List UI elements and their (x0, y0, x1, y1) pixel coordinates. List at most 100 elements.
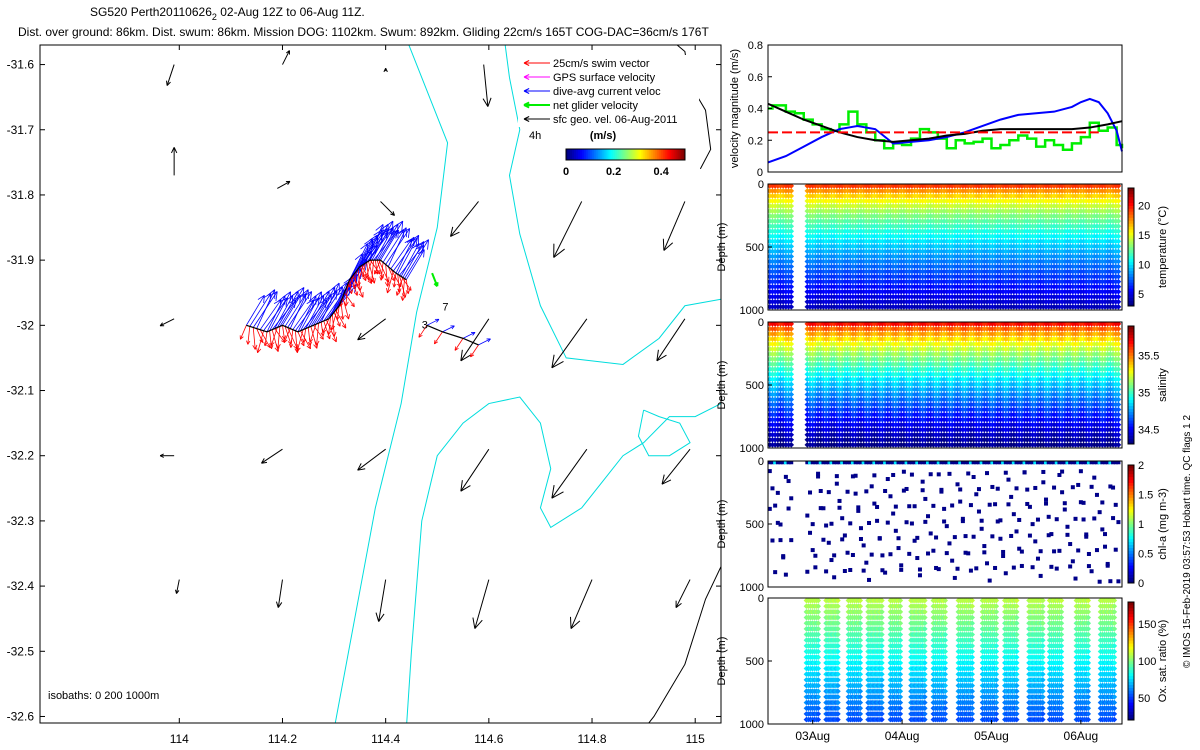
swim-arrow (343, 284, 349, 307)
dac-arrow (310, 287, 336, 327)
dac-arrow (307, 291, 330, 328)
colorbar-tick-label: 0.2 (606, 166, 621, 178)
y-tick-label: -31.7 (7, 123, 35, 137)
y-tick-label: -32.6 (7, 709, 35, 723)
geo-velocity-arrow (357, 448, 386, 471)
x-tick-label: 114.6 (474, 732, 503, 746)
colorbar-cell (631, 149, 634, 160)
x-tick-label: 114.2 (268, 732, 297, 746)
colorbar-cell (1128, 193, 1134, 198)
swim-arrow (454, 338, 464, 351)
temperature-sample (1115, 188, 1122, 194)
colorbar-cell (635, 149, 638, 160)
temperature-sample (788, 218, 795, 224)
colorbar-cell (1128, 300, 1134, 304)
colorbar-cell (667, 149, 670, 160)
swim-arrow (386, 270, 394, 294)
dac-arrow (387, 227, 407, 267)
temperature-sample (788, 263, 795, 270)
colorbar-cell (1128, 190, 1134, 195)
geo-velocity-arrow (275, 579, 283, 608)
swim-arrow (320, 322, 325, 337)
swim-arrow (302, 328, 307, 343)
colorbar-cell (1128, 267, 1134, 271)
swim-arrow (295, 329, 304, 352)
y-tick-label: 500 (746, 242, 764, 254)
colorbar-cell (625, 149, 628, 160)
dac-arrow (378, 220, 404, 261)
colorbar-cell (1128, 261, 1134, 265)
colorbar-cell (575, 149, 579, 160)
colorbar-cell (609, 149, 612, 160)
dac-arrow (397, 234, 420, 275)
swim-arrow (364, 260, 373, 279)
temperature-sample (788, 278, 795, 285)
depth-ylabel: Depth (m) (716, 223, 728, 272)
colorbar-tick-label: 0 (563, 166, 569, 178)
colorbar-cell (1128, 238, 1134, 242)
map-ticks: 114 114.2 114.4 114.6 114.8 115-31.6-31.7-31.… (7, 45, 721, 746)
colorbar-frame (565, 148, 686, 161)
colorbar-cell (1128, 244, 1134, 248)
temperature-sample (788, 293, 795, 300)
colorbar-cell (587, 149, 591, 160)
swim-arrow (322, 318, 330, 334)
colorbar-cell (621, 149, 624, 160)
temperature-sample (788, 288, 795, 295)
dac-arrow (478, 338, 491, 346)
colorbar-cell (1128, 241, 1134, 245)
temperature-sample (788, 188, 795, 194)
colorbar-cell (1128, 199, 1134, 204)
dac-arrow (364, 224, 384, 264)
x-tick-label: 114 (170, 732, 189, 746)
legend-arrow (523, 101, 550, 109)
swim-arrow (331, 314, 337, 337)
colorbar-cell (1128, 205, 1134, 209)
colorbar-tick-label: 20 (1138, 201, 1150, 213)
colorbar-cell (641, 149, 644, 160)
swim-arrow (392, 273, 397, 288)
colorbar-cell (673, 149, 676, 160)
colorbar-cell (591, 149, 595, 160)
legend-arrow (523, 60, 550, 66)
y-tick-label: -31.6 (7, 58, 35, 72)
colorbar-cell (1128, 217, 1134, 221)
legend-item: 25cm/s swim vector (523, 58, 650, 70)
colorbar-cell (677, 149, 680, 160)
geo-velocity-arrow (282, 50, 290, 65)
colorbar-cell (589, 149, 593, 160)
colorbar-cell (657, 149, 660, 160)
colorbar-cell (1128, 252, 1134, 257)
temperature-sample (788, 283, 795, 290)
swim-arrow (352, 270, 357, 290)
colorbar-title: (m/s) (590, 130, 617, 142)
colorbar-cell (1128, 202, 1134, 206)
geo-velocity-arrow (551, 448, 588, 499)
colorbar-cell (573, 149, 577, 160)
swim-arrow (384, 264, 390, 287)
swim-arrow (323, 320, 331, 340)
colorbar-cell (1128, 297, 1134, 301)
temperature-sample (788, 258, 795, 265)
swim-arrow (310, 326, 319, 349)
colorbar-cell (1128, 249, 1134, 254)
colorbar-cell (651, 149, 654, 160)
temperature-sample (788, 268, 795, 275)
y-tick-label: 0.8 (748, 40, 763, 52)
y-tick-label: -32 (17, 318, 35, 332)
colorbar-cell (1128, 229, 1134, 233)
colorbar-cell (1128, 285, 1134, 289)
y-tick-label: -32.5 (7, 644, 35, 658)
temperature-sample (788, 193, 795, 199)
colorbar-cell (595, 149, 599, 160)
swim-arrow (369, 260, 375, 283)
colorbar-cell (645, 149, 648, 160)
y-tick-label: -32.2 (7, 449, 35, 463)
colorbar-cell (1128, 282, 1134, 286)
x-tick-label: 114.4 (371, 732, 400, 746)
section-dots (768, 184, 1122, 310)
colorbar-cell (567, 149, 571, 160)
temperature-sample (788, 243, 795, 250)
